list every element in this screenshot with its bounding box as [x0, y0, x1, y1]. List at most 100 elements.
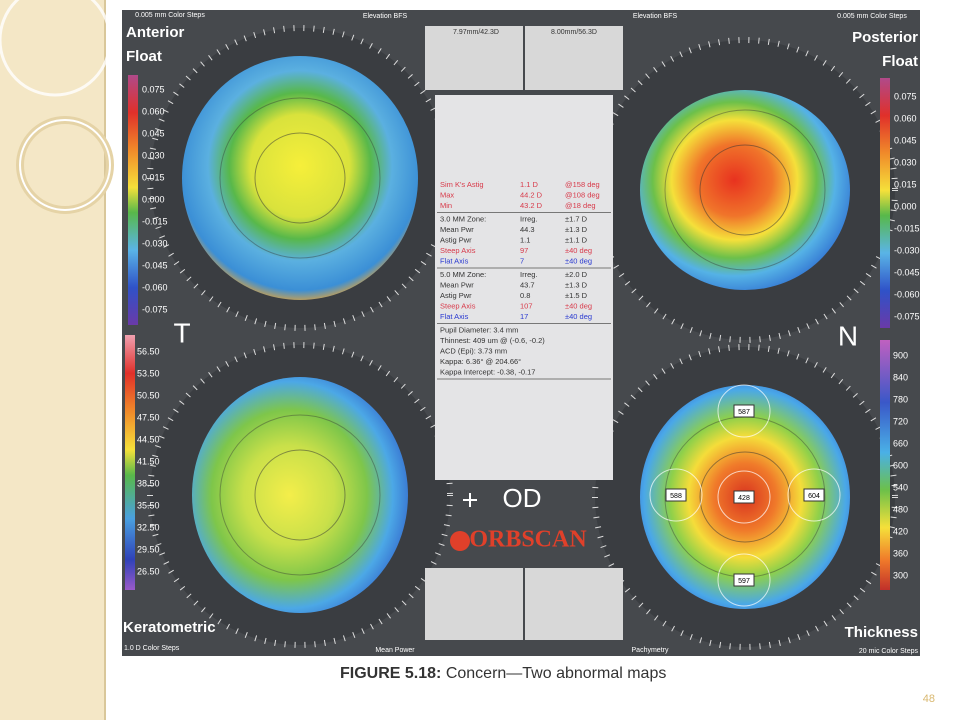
- footer-box: [425, 568, 523, 640]
- scale-label: -0.045: [142, 260, 168, 270]
- marker-box: [665, 488, 687, 502]
- info-text: ±1.3 D: [565, 225, 588, 234]
- scale-label: 840: [893, 372, 908, 382]
- side-strip: [0, 0, 105, 720]
- scale-label: 480: [893, 504, 908, 514]
- scale-label: 0.030: [894, 157, 917, 167]
- header-value: 8.00mm/56.3D: [551, 29, 597, 36]
- info-text: 0.8: [520, 291, 530, 300]
- header-box: [425, 26, 523, 90]
- info-text: @108 deg: [565, 190, 600, 199]
- info-text: 97: [520, 246, 528, 255]
- map-caption: Pachymetry: [632, 647, 669, 654]
- info-text: Mean Pwr: [440, 280, 474, 289]
- info-text: Steep Axis: [440, 246, 476, 255]
- marker-ring: [717, 553, 771, 607]
- info-panel: [435, 95, 613, 480]
- scale-label: 26.50: [137, 566, 160, 576]
- scale-label: 47.50: [137, 412, 160, 422]
- info-text: Kappa: 6.36° @ 204.66°: [440, 357, 521, 366]
- scale-label: -0.075: [894, 311, 920, 321]
- scale-label: 720: [893, 416, 908, 426]
- info-text: ±1.1 D: [565, 235, 588, 244]
- scale-label: 29.50: [137, 544, 160, 554]
- color-scale: [128, 75, 138, 325]
- contour: [219, 97, 381, 259]
- scale-label: 53.50: [137, 368, 160, 378]
- scale-label: 0.045: [142, 128, 165, 138]
- info-text: Flat Axis: [440, 312, 469, 321]
- scale-label: -0.045: [894, 267, 920, 277]
- map: [640, 90, 850, 290]
- contour: [699, 144, 791, 236]
- header-box: [525, 26, 623, 90]
- contour: [219, 414, 381, 576]
- info-text: 44.3: [520, 225, 535, 234]
- map-caption: Mean Power: [375, 647, 415, 654]
- info-text: 7: [520, 256, 524, 265]
- color-scale: [125, 335, 135, 590]
- color-scale: [880, 340, 890, 590]
- contour: [254, 449, 346, 541]
- eye-label: OD: [503, 483, 542, 513]
- marker-box: [733, 573, 755, 587]
- marker-value: 428: [738, 495, 750, 502]
- info-text: 43.2 D: [520, 201, 543, 210]
- info-text: ±40 deg: [565, 312, 592, 321]
- map-title: Anterior: [126, 24, 185, 41]
- brand: ORBSCAN: [469, 527, 587, 553]
- info-text: Astig Pwr: [440, 291, 472, 300]
- marker-value: 587: [738, 409, 750, 416]
- map-title: Float: [882, 53, 918, 70]
- info-text: ±40 deg: [565, 246, 592, 255]
- marker-value: 588: [670, 493, 682, 500]
- info-text: 43.7: [520, 280, 535, 289]
- info-text: Steep Axis: [440, 301, 476, 310]
- contour: [699, 451, 791, 543]
- marker-ring: [717, 384, 771, 438]
- map-title: Keratometric: [123, 619, 216, 636]
- scale-label: 0.045: [894, 135, 917, 145]
- info-text: @158 deg: [565, 180, 600, 189]
- scale-label: -0.015: [894, 223, 920, 233]
- scale-label: 32.50: [137, 522, 160, 532]
- caption-text: Concern—Two abnormal maps: [446, 665, 667, 682]
- info-text: ±1.7 D: [565, 214, 588, 223]
- scale-label: 56.50: [137, 346, 160, 356]
- color-scale: [880, 78, 890, 328]
- map: [182, 56, 418, 300]
- marker-ring: [717, 470, 771, 524]
- scale-label: 0.060: [142, 106, 165, 116]
- marker-value: 597: [738, 578, 750, 585]
- info-text: 1.1 D: [520, 180, 539, 189]
- scale-label: 660: [893, 438, 908, 448]
- contour: [664, 109, 826, 271]
- decor-circle: [19, 119, 111, 211]
- scale-label: 0.000: [894, 201, 917, 211]
- map-title: Float: [126, 48, 162, 65]
- scale-label: 300: [893, 570, 908, 580]
- info-text: Thinnest: 409 um @ (-0.6, -0.2): [440, 336, 545, 345]
- marker-ring: [787, 468, 841, 522]
- scale-label: 0.015: [894, 179, 917, 189]
- scale-label: 41.50: [137, 456, 160, 466]
- info-text: 3.0 MM Zone:: [440, 214, 486, 223]
- info-text: 1.1: [520, 235, 530, 244]
- side-label: T: [173, 317, 190, 348]
- scale-label: 540: [893, 482, 908, 492]
- marker-value: 604: [808, 493, 820, 500]
- info-text: 44.2 D: [520, 190, 543, 199]
- scale-note: 0.005 mm Color Steps: [837, 13, 907, 20]
- caption: FIGURE 5.18: Concern—Two abnormal maps: [340, 665, 666, 682]
- info-text: Mean Pwr: [440, 225, 474, 234]
- scale-label: -0.015: [142, 216, 168, 226]
- scale-label: 0.000: [142, 194, 165, 204]
- scale-label: 900: [893, 350, 908, 360]
- info-text: ±1.3 D: [565, 280, 588, 289]
- scale-label: -0.030: [142, 238, 168, 248]
- scale-label: -0.030: [894, 245, 920, 255]
- scale-label: 0.060: [894, 113, 917, 123]
- scale-label: 44.50: [137, 434, 160, 444]
